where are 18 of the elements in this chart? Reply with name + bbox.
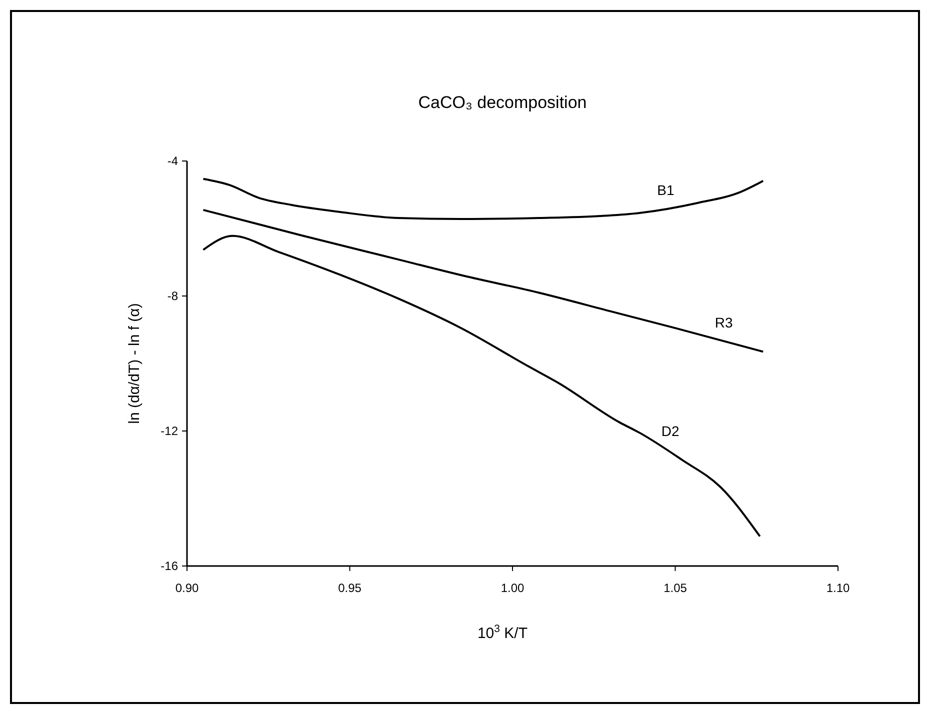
x-axis-title: 10$^{3}$ K/T (477, 623, 528, 642)
line-series (202, 234, 761, 538)
series-label: B1 (657, 182, 674, 198)
y-axis-title: ln (dα/dT) - ln f (α) (126, 303, 143, 424)
x-tick-label: 0.90 (175, 581, 199, 595)
x-tick-label: 1.10 (826, 581, 850, 595)
y-tick-label: -12 (160, 424, 178, 438)
series-label: D2 (661, 422, 680, 439)
series-label: R3 (714, 314, 734, 330)
line-series (202, 178, 764, 220)
y-tick-label: -8 (167, 289, 178, 304)
x-tick-label: 1.05 (664, 581, 688, 595)
y-tick-label: -16 (160, 559, 178, 574)
line-series (202, 208, 764, 353)
chart-title: CaCO₃ decomposition (418, 93, 587, 112)
y-tick-label: -4 (167, 154, 178, 168)
x-tick-label: 1.00 (500, 581, 524, 595)
x-tick-label: 0.95 (338, 581, 362, 595)
